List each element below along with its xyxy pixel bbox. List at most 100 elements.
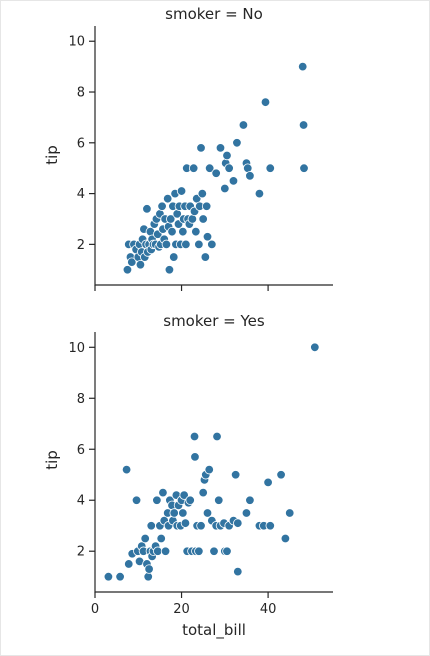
- scatter-point: [185, 495, 195, 505]
- scatter-point: [299, 163, 309, 173]
- scatter-point: [204, 163, 215, 173]
- scatter-point: [166, 214, 176, 224]
- scatter-point: [131, 495, 142, 505]
- x-tick-label: 20: [173, 602, 190, 617]
- scatter-point: [115, 572, 125, 582]
- scatter-point: [285, 508, 295, 518]
- scatter-point: [140, 533, 150, 544]
- scatter-point: [153, 546, 163, 556]
- x-axis-label: total_bill: [182, 621, 246, 640]
- scatter-point: [198, 487, 208, 498]
- scatter-point: [220, 183, 230, 194]
- scatter-point: [245, 495, 255, 505]
- scatter-point: [156, 533, 166, 544]
- scatter-point: [207, 239, 217, 250]
- scatter-point: [191, 226, 201, 237]
- scatter-point: [233, 566, 243, 577]
- scatter-point: [169, 508, 179, 518]
- scatter-point: [189, 431, 200, 442]
- scatter-point: [194, 546, 204, 556]
- scatter-point: [196, 143, 206, 153]
- y-tick-label: 8: [77, 392, 85, 407]
- y-tick-label: 4: [77, 187, 85, 202]
- y-tick-label: 2: [77, 545, 85, 560]
- scatter-point: [298, 61, 308, 72]
- scatter-point: [224, 163, 234, 173]
- scatter-point: [167, 226, 177, 237]
- scatter-point: [198, 214, 208, 224]
- y-tick-label: 10: [68, 35, 85, 50]
- scatter-point: [103, 572, 114, 582]
- scatter-points: [122, 61, 309, 275]
- scatter-point: [280, 533, 291, 544]
- panel-title: smoker = Yes: [163, 312, 265, 330]
- scatter-point: [121, 464, 132, 475]
- scatter-point: [211, 168, 221, 178]
- scatter-point: [310, 342, 320, 352]
- x-ticks: [94, 285, 269, 291]
- scatter-point: [241, 508, 252, 518]
- scatter-point: [158, 487, 168, 498]
- scatter-point: [146, 521, 156, 531]
- scatter-point: [263, 477, 273, 488]
- scatter-point: [197, 188, 208, 199]
- scatter-point: [204, 464, 214, 475]
- scatter-point: [265, 163, 275, 173]
- scatter-point: [178, 226, 188, 237]
- y-ticks: 2 4 6 8 10: [68, 341, 95, 560]
- panel-title: smoker = No: [165, 5, 263, 23]
- y-tick-label: 6: [77, 443, 85, 458]
- scatter-point: [188, 163, 199, 173]
- axis-spines: [94, 26, 333, 286]
- x-tick-label: 0: [91, 602, 99, 617]
- scatter-point: [122, 265, 133, 275]
- scatter-point: [209, 546, 219, 556]
- scatter-point: [254, 188, 265, 199]
- scatter-point: [160, 546, 171, 556]
- scatter-point: [228, 176, 239, 186]
- scatter-point: [232, 138, 242, 148]
- scatter-point: [245, 171, 255, 181]
- scatter-point: [194, 239, 204, 250]
- scatter-point: [181, 239, 191, 250]
- scatter-point: [196, 521, 206, 531]
- scatter-point: [135, 259, 146, 270]
- scatter-point: [157, 201, 167, 211]
- scatter-point: [222, 150, 232, 161]
- scatter-point: [215, 143, 226, 153]
- scatter-point: [162, 193, 173, 204]
- scatter-point: [238, 120, 249, 130]
- scatter-point: [179, 490, 189, 500]
- scatter-point: [178, 508, 188, 518]
- y-axis-label: tip: [43, 145, 61, 165]
- scatter-point: [143, 572, 153, 582]
- scatter-point: [230, 470, 241, 480]
- scatter-point: [202, 232, 213, 242]
- scatter-points: [103, 342, 320, 582]
- x-ticks: 0 20 40: [91, 592, 277, 617]
- scatter-point: [201, 201, 212, 211]
- y-axis-label: tip: [43, 450, 61, 470]
- scatter-point: [127, 257, 137, 267]
- scatter-point: [142, 204, 152, 214]
- x-tick-label: 40: [260, 602, 277, 617]
- scatter-point: [190, 452, 200, 462]
- scatter-point: [214, 495, 224, 505]
- scatter-point: [202, 508, 213, 518]
- y-tick-label: 6: [77, 136, 85, 151]
- scatter-point: [176, 186, 187, 196]
- scatter-point: [169, 252, 179, 262]
- scatter-point: [180, 518, 191, 528]
- scatter-point: [152, 495, 162, 505]
- scatter-point: [124, 559, 134, 569]
- scatter-point: [222, 546, 232, 556]
- y-tick-label: 4: [77, 494, 85, 509]
- y-tick-label: 8: [77, 86, 85, 101]
- scatter-point: [233, 518, 243, 528]
- y-tick-label: 10: [68, 341, 85, 356]
- scatter-point: [161, 239, 172, 250]
- y-ticks: 2 4 6 8 10: [68, 35, 95, 253]
- scatter-point: [212, 431, 222, 442]
- scatter-point: [276, 470, 286, 480]
